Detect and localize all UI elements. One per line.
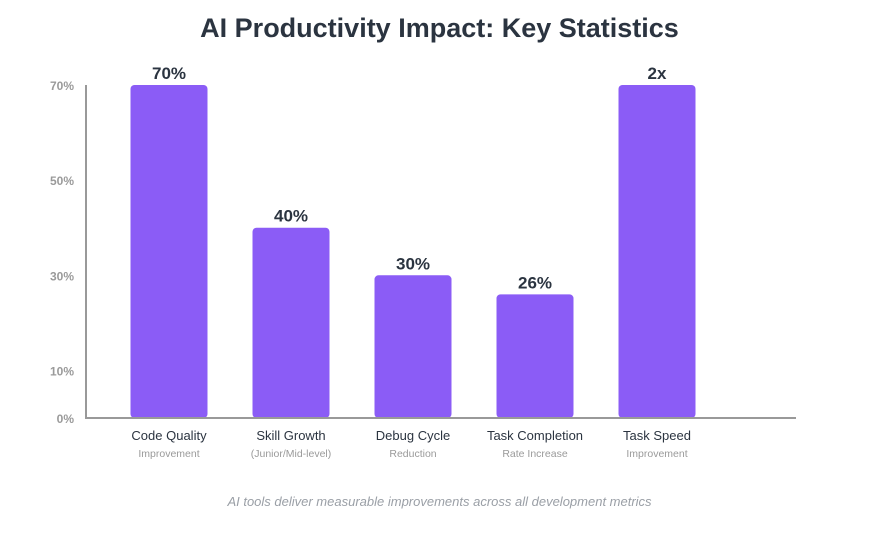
y-axis: 0% 10% 30% 50% 70% bbox=[50, 79, 87, 426]
bar bbox=[618, 85, 696, 418]
x-category-sublabel: Reduction bbox=[389, 448, 436, 460]
x-category-label: Code Quality bbox=[131, 428, 207, 443]
x-category-sublabel: Improvement bbox=[138, 448, 199, 460]
chart-caption: AI tools deliver measurable improvements… bbox=[227, 494, 652, 509]
y-tick-label: 10% bbox=[50, 364, 74, 378]
bar-value-label: 40% bbox=[274, 207, 308, 226]
bar-value-label: 2x bbox=[648, 64, 667, 83]
x-category-sublabel: Rate Increase bbox=[502, 448, 568, 460]
bar bbox=[496, 294, 574, 418]
y-tick-label: 50% bbox=[50, 174, 74, 188]
bar-value-label: 26% bbox=[518, 273, 552, 292]
bars: 70% 40% 30% 26% 2x bbox=[130, 64, 696, 418]
y-tick-label: 0% bbox=[57, 412, 75, 426]
bar bbox=[130, 85, 208, 418]
x-category-label: Debug Cycle bbox=[376, 428, 450, 443]
y-tick-label: 70% bbox=[50, 79, 74, 93]
x-axis: Code Quality Improvement Skill Growth (Juni… bbox=[85, 417, 796, 460]
x-category-label: Task Completion bbox=[487, 428, 583, 443]
x-category-label: Skill Growth bbox=[256, 428, 325, 443]
x-category-sublabel: (Junior/Mid-level) bbox=[251, 448, 332, 460]
x-category-label: Task Speed bbox=[623, 428, 691, 443]
chart-title: AI Productivity Impact: Key Statistics bbox=[200, 13, 679, 43]
x-category-sublabel: Improvement bbox=[626, 448, 687, 460]
bar-value-label: 30% bbox=[396, 254, 430, 273]
y-tick-label: 30% bbox=[50, 269, 74, 283]
bar bbox=[252, 227, 330, 418]
bar-value-label: 70% bbox=[152, 64, 186, 83]
bar bbox=[374, 275, 452, 418]
